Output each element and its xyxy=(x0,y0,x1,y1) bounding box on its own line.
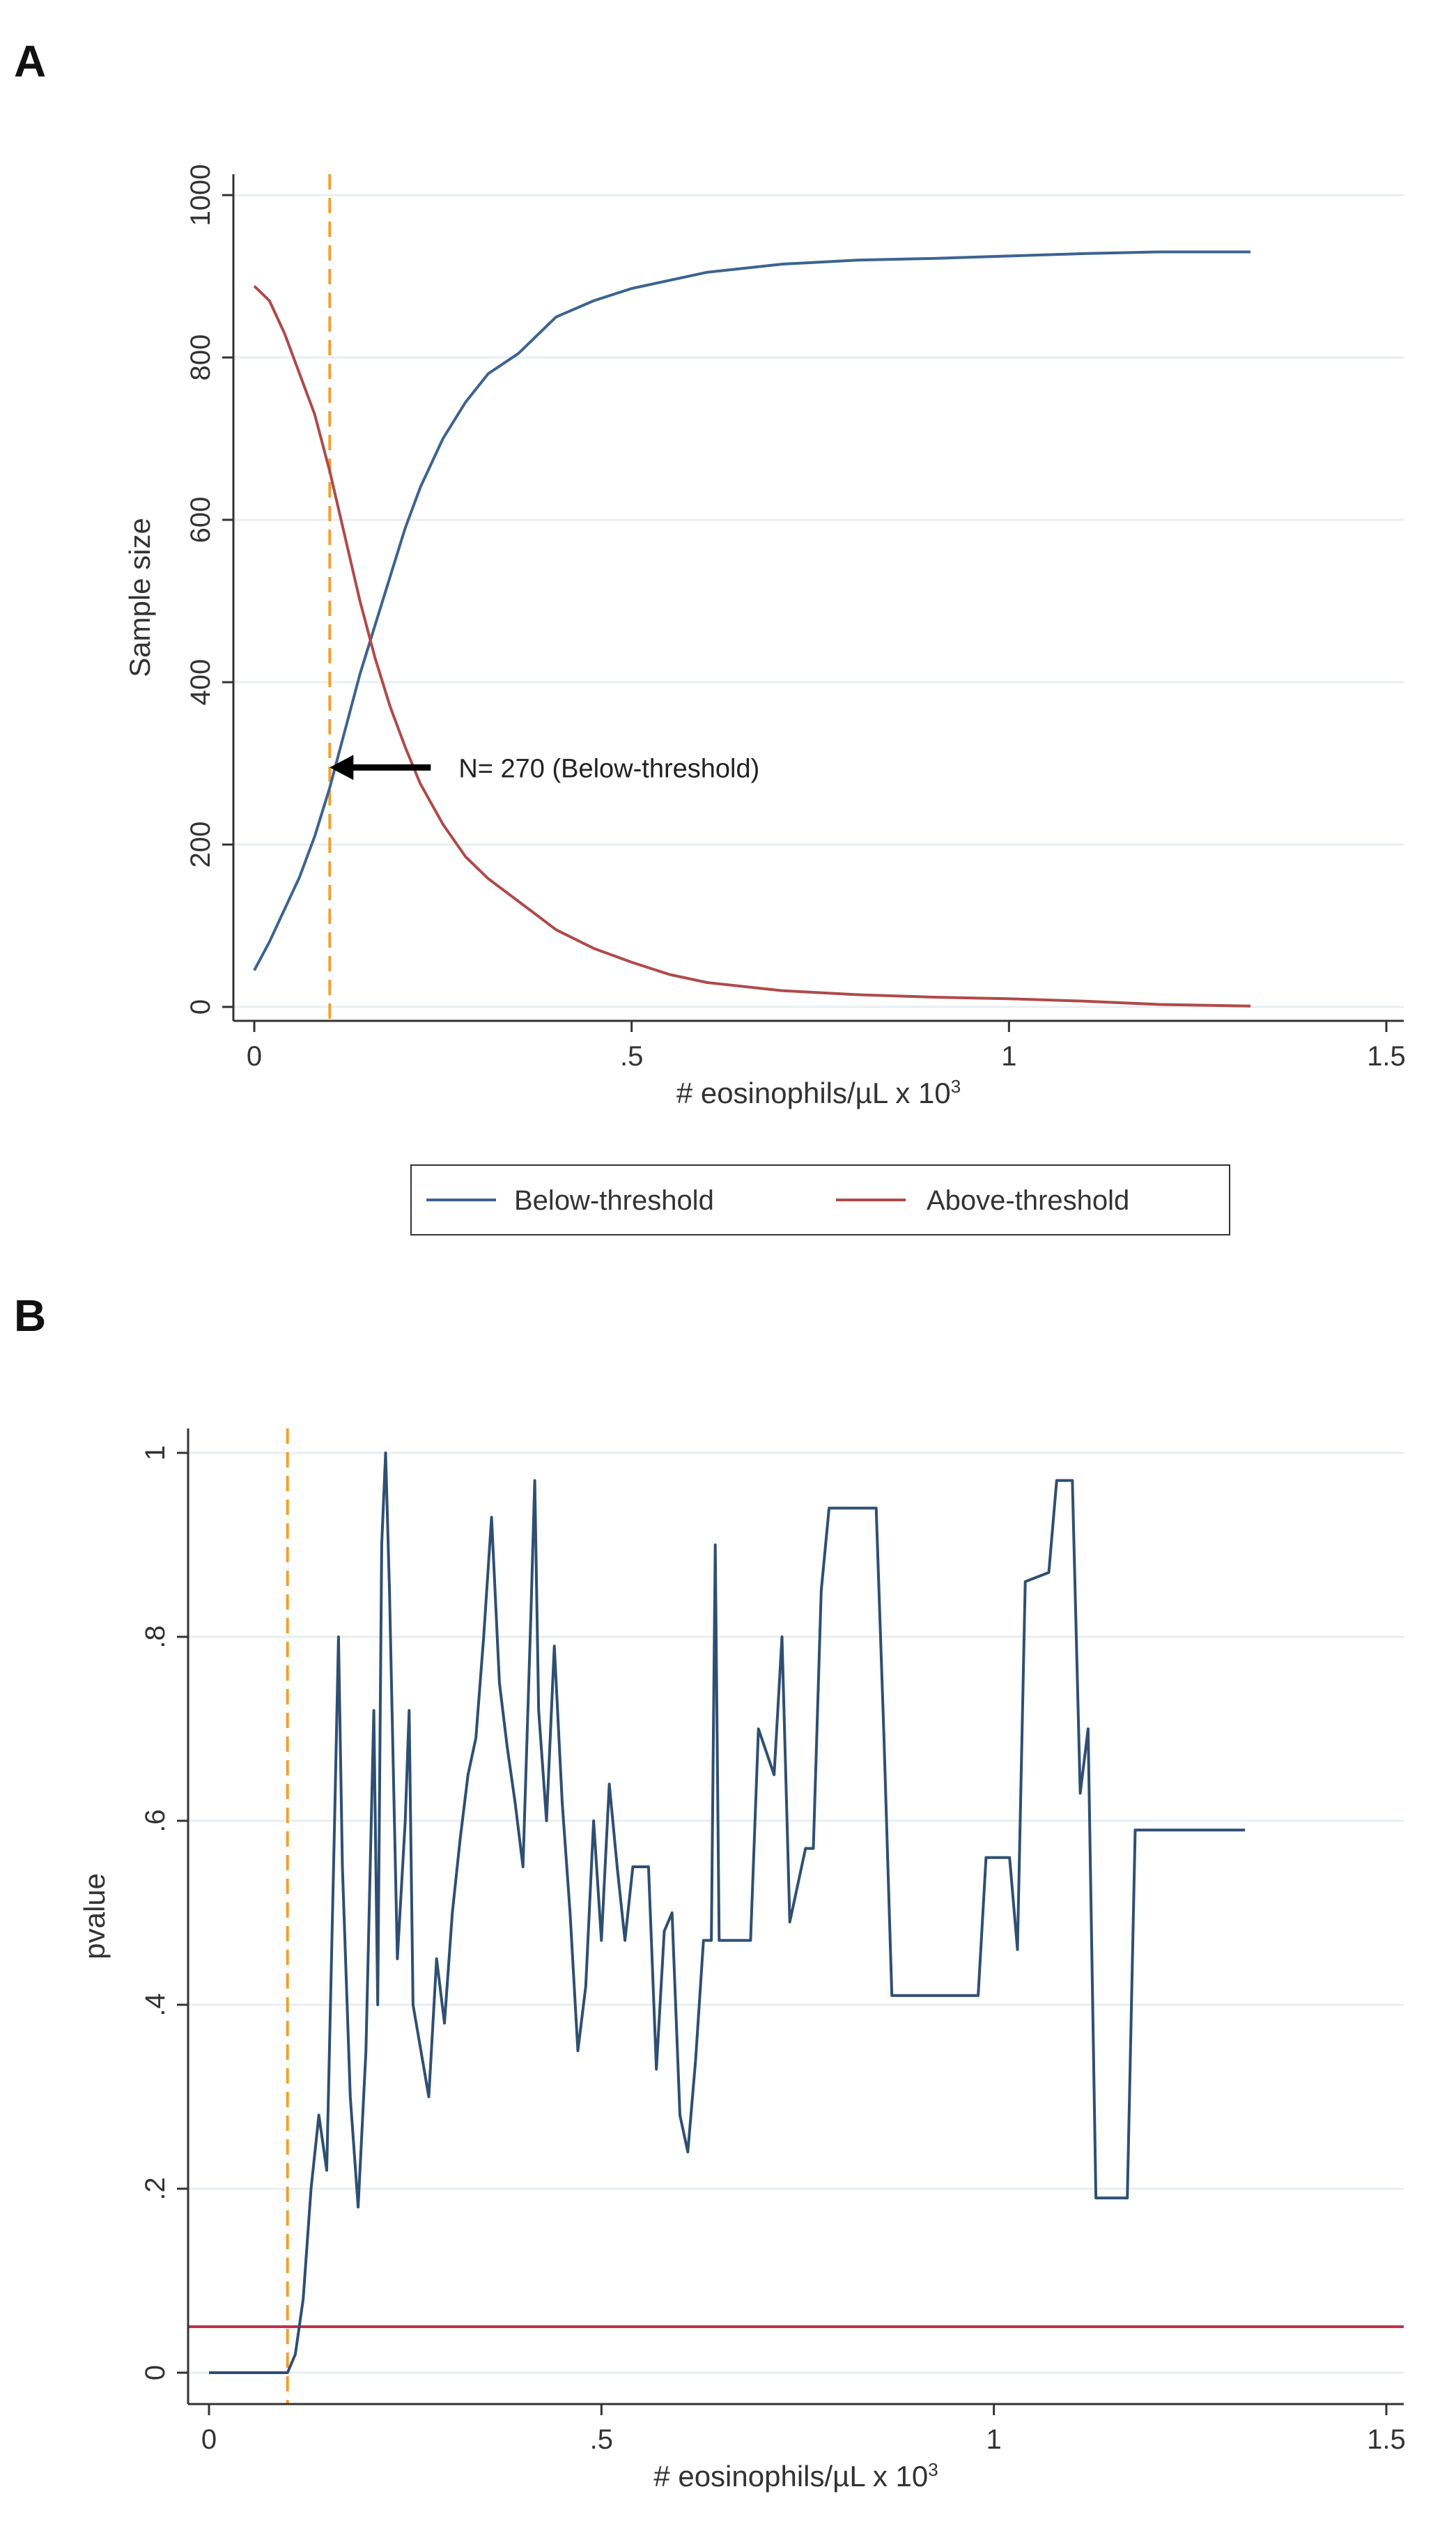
panel-b-y-axis-title: pvalue xyxy=(78,1873,111,1959)
legend-label-above-threshold: Above-threshold xyxy=(927,1185,1129,1216)
b-x-tick-label-0: 0 xyxy=(201,2424,217,2455)
a-series-line-above-threshold xyxy=(253,285,1251,1008)
panel-a-x-axis-title-superscript: 3 xyxy=(951,1076,961,1097)
panel-b: B 0 .2 .4 .6 .8 1 0 .5 1 1.5 # eosinophils/µL x 1… xyxy=(14,1291,1406,2493)
a-x-tick-label-0: 0 xyxy=(247,1041,262,1072)
legend-box xyxy=(410,1164,1230,1235)
b-y-tick-label-2: .4 xyxy=(140,1993,171,2016)
panel-b-x-axis-title-main: # eosinophils/µL x 10 xyxy=(653,2460,928,2493)
a-y-tick-label-5: 1000 xyxy=(185,164,216,226)
panel-a-y-axis-title: Sample size xyxy=(123,518,156,677)
a-y-tick-label-0: 0 xyxy=(185,999,216,1015)
b-y-tick-label-5: 1 xyxy=(140,1445,171,1461)
a-y-tick-label-3: 600 xyxy=(185,497,216,544)
legend-label-below-threshold: Below-threshold xyxy=(514,1185,714,1216)
panel-a-x-axis-title: # eosinophils/µL x 103 xyxy=(676,1076,961,1109)
annotation-label: N= 270 (Below-threshold) xyxy=(458,754,759,783)
panel-b-axes: 0 .2 .4 .6 .8 1 0 .5 1 1.5 xyxy=(140,1428,1406,2455)
a-x-tick-label-1: .5 xyxy=(620,1041,643,1072)
panel-a-x-axis-title-main: # eosinophils/µL x 10 xyxy=(676,1077,951,1109)
panel-a-gridlines xyxy=(233,194,1404,1008)
panel-a: A 0 200 400 600 800 1000 0 .5 1 1.5 N= 270 (Below… xyxy=(14,36,1406,1235)
legend: Below-threshold Above-threshold xyxy=(410,1164,1230,1235)
b-y-tick-label-4: .8 xyxy=(140,1625,171,1648)
panel-a-axes: 0 200 400 600 800 1000 0 .5 1 1.5 xyxy=(185,164,1406,1072)
panel-a-series xyxy=(253,250,1251,1008)
panel-a-annotation: N= 270 (Below-threshold) xyxy=(330,754,759,783)
b-y-tick-label-3: .6 xyxy=(140,1809,171,1832)
panel-b-series xyxy=(209,1451,1246,2374)
b-y-tick-label-0: 0 xyxy=(140,2365,171,2380)
panel-a-label: A xyxy=(14,36,46,86)
a-x-tick-label-2: 1 xyxy=(1001,1041,1016,1072)
b-x-tick-label-3: 1.5 xyxy=(1367,2424,1406,2455)
a-y-tick-label-4: 800 xyxy=(185,334,216,381)
b-series-line-pvalue xyxy=(209,1451,1246,2374)
a-series-line-below-threshold xyxy=(253,250,1250,971)
panel-b-label: B xyxy=(14,1291,46,1341)
b-y-tick-label-1: .2 xyxy=(140,2177,171,2200)
b-x-tick-label-1: .5 xyxy=(590,2424,613,2455)
annotation-arrow-head xyxy=(330,755,354,780)
a-y-tick-label-2: 400 xyxy=(185,659,216,706)
a-x-tick-label-3: 1.5 xyxy=(1367,1041,1406,1072)
b-x-tick-label-2: 1 xyxy=(986,2424,1002,2455)
panel-b-x-axis-title-superscript: 3 xyxy=(928,2459,938,2480)
a-y-tick-label-1: 200 xyxy=(185,822,216,868)
panel-b-x-axis-title: # eosinophils/µL x 103 xyxy=(653,2459,938,2493)
